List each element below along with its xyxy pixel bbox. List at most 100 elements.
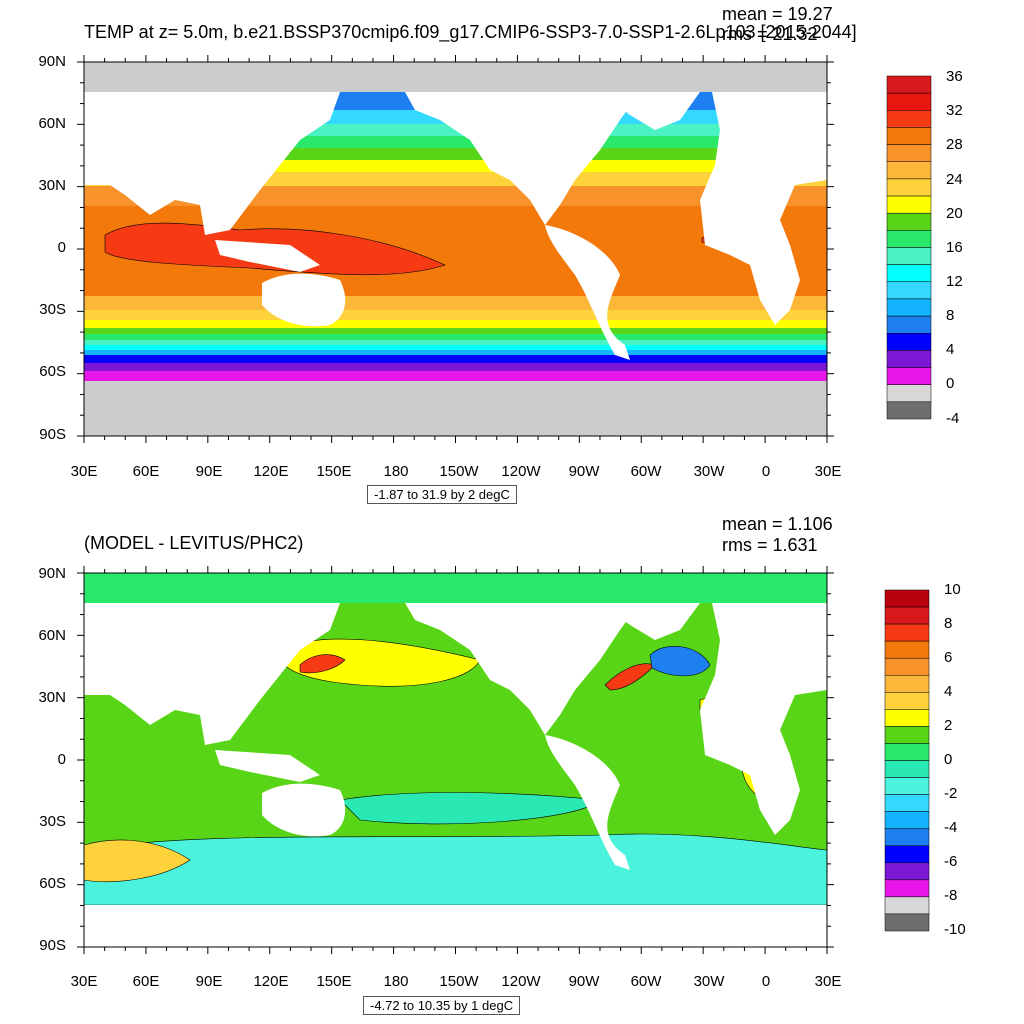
panel1-colorbar-swatch (886, 264, 932, 283)
panel1-xtick-label: 150W (439, 463, 479, 480)
panel2-xtick-label: 120W (501, 973, 541, 990)
panel1-colorbar-swatch (886, 230, 932, 248)
panel1-colorbar-swatch (886, 127, 932, 145)
panel1-colorbar-swatch (886, 75, 932, 94)
panel1-ytick-label: 30N (38, 177, 66, 194)
panel1-colorbar-swatch (886, 401, 932, 420)
panel2-colorbar-swatch (884, 828, 930, 847)
panel1-colorbar-swatch (886, 110, 932, 128)
land-south-america (545, 225, 630, 360)
sst-band-44s (84, 345, 827, 350)
panel2-mean: mean = 1.106 (722, 514, 833, 534)
panel1-xtick-label: 90E (195, 463, 223, 480)
panel2-colorbar-swatch (884, 657, 930, 676)
panel2-ticks (77, 566, 834, 954)
panel2-colorbar-label: 10 (944, 581, 961, 598)
land-maritime (215, 750, 320, 782)
panel2-rms: rms = 1.631 (722, 535, 818, 555)
panel2-ytick-label: 90N (38, 565, 66, 582)
panel1-xtick-label: 180 (383, 463, 409, 480)
panel2-colorbar-swatch (884, 811, 930, 829)
panel1-ytick-label: 90N (38, 53, 66, 70)
panel2-ytick-label: 30N (38, 689, 66, 706)
sst-band-35s (84, 320, 827, 328)
panel2-colorbar-swatch (884, 709, 930, 727)
panel1-colorbar-label: 36 (946, 68, 963, 85)
panel2-colorbar-swatch (884, 726, 930, 744)
panel2-colorbar-label: 6 (944, 649, 953, 666)
panel1-map (84, 62, 827, 436)
panel1-colorbar-label: 12 (946, 273, 963, 290)
panel2-ytick-label: 60N (38, 627, 66, 644)
panel1-xtick-label: 60E (132, 463, 160, 480)
panel1-ytick-label: 60N (38, 115, 66, 132)
panel1-colorbar-label: 16 (946, 239, 963, 256)
panel2-colorbar-swatch (884, 606, 930, 625)
anomaly-labrador (649, 646, 711, 677)
panel1-colorbar (886, 75, 932, 420)
panel2-xtick-label: 120E (253, 973, 289, 990)
panel1-colorbar-swatch (886, 247, 932, 265)
anomaly-indian-warm (84, 839, 191, 883)
panel2-xtick-label: 90W (568, 973, 600, 990)
land-europe-africa (700, 603, 827, 835)
panel1-xtick-label: 30E (70, 463, 98, 480)
sst-band-50s (84, 355, 827, 363)
panel2-ytick-label: 90S (39, 937, 66, 954)
panel2-xtick-label: 30W (693, 973, 725, 990)
sst-band-20s (84, 296, 827, 310)
sst-band-30s (84, 310, 827, 320)
panel1-colorbar-swatch (886, 333, 932, 351)
panel1-colorbar-swatch (886, 212, 932, 231)
panel2-colorbar-swatch (884, 896, 930, 915)
panel1-ticks (77, 55, 834, 443)
panel2-ytick-label: 0 (57, 751, 66, 768)
anomaly-southern-ocean (84, 833, 827, 906)
sst-band-55s (84, 363, 827, 371)
panel1-colorbar-swatch (886, 144, 932, 163)
land-australia (262, 783, 346, 837)
land-north-america (405, 603, 640, 735)
panel2-colorbar-swatch (884, 913, 930, 932)
panel2-colorbar-swatch (884, 845, 930, 864)
panel1-xtick-label: 120E (253, 463, 289, 480)
panel2-colorbar-swatch (884, 743, 930, 761)
panel2-colorbar-swatch (884, 777, 930, 795)
panel2-colorbar-swatch (884, 862, 930, 881)
panel1-colorbar-label: -4 (946, 410, 960, 427)
panel1-colorbar-label: 20 (946, 205, 963, 222)
land-greenland (600, 603, 700, 640)
panel1-colorbar-swatch (886, 92, 932, 111)
panel2-colorbar-label: -8 (944, 887, 958, 904)
panel1-colorbar-swatch (886, 195, 932, 214)
anomaly-kuroshio (299, 654, 346, 674)
panel2-colorbar-label: 2 (944, 717, 953, 734)
panel1-xtick-label: 90W (568, 463, 600, 480)
panel1-xtick-label: 30W (693, 463, 725, 480)
panel1-colorbar-swatch (886, 315, 932, 334)
panel1-ytick-label: 0 (57, 239, 66, 256)
panel1-colorbar-swatch (886, 178, 932, 197)
panel2-xtick-label: 0 (761, 973, 771, 990)
panel1-xtick-label: 60W (630, 463, 662, 480)
panel2-xtick-label: 30E (814, 973, 842, 990)
land-australia (262, 273, 346, 327)
panel2-ytick-label: 60S (39, 875, 66, 892)
panel2-colorbar-label: -4 (944, 819, 958, 836)
sst-band-40s (84, 334, 827, 340)
anomaly-antarctic (84, 905, 827, 947)
sst-band-arctic (84, 62, 827, 92)
panel2-colorbar-swatch (884, 760, 930, 778)
panel1-colorbar-swatch (886, 281, 932, 300)
land-south-america (545, 735, 630, 870)
panel1-colorbar-swatch (886, 367, 932, 385)
land-europe-africa (700, 92, 827, 325)
panel2-xtick-label: 180 (383, 973, 409, 990)
panel2-map (84, 573, 827, 947)
panel2-xtick-label: 90E (195, 973, 223, 990)
panel2-colorbar-label: -2 (944, 785, 958, 802)
land-north-america (405, 92, 640, 225)
land-antarctica (84, 395, 827, 436)
panel1-rms: rms = 21.32 (722, 24, 818, 44)
land-maritime (215, 240, 320, 272)
